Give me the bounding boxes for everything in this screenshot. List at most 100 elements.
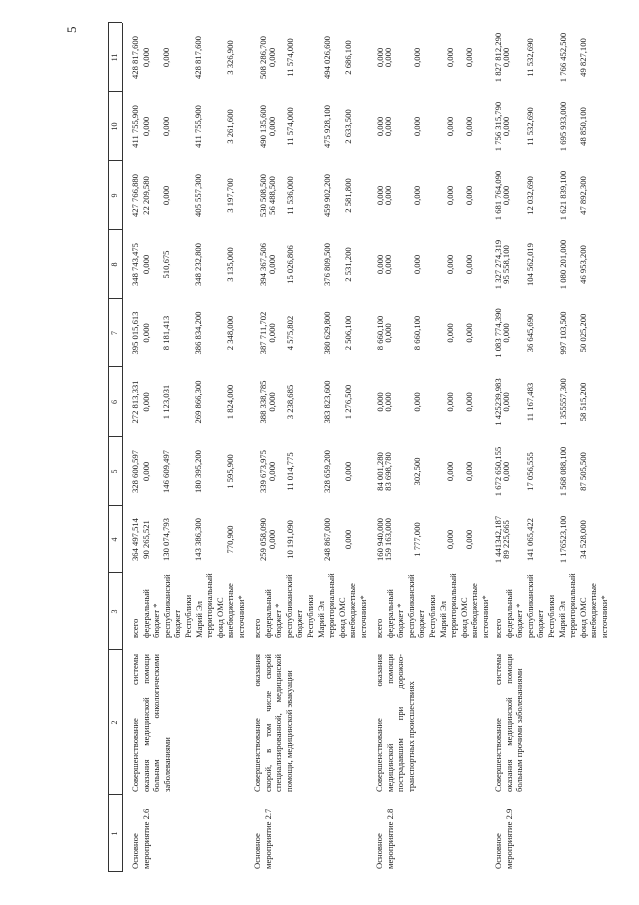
value-cell-federal: 0,000 (501, 47, 511, 68)
value-cell-extra: 2 348,000 (225, 315, 235, 351)
funding-source-label: бюджет * (514, 603, 525, 638)
value-cell-extra: 1 824,000 (225, 384, 235, 420)
value-cell-extra: 1 595,900 (225, 454, 235, 489)
value-cell-extra: 2 531,200 (343, 247, 353, 282)
value-cell-oms: 386 834,200 (193, 311, 203, 355)
value-cell-oms: 1 568 088,100 (558, 446, 568, 497)
funding-source-label: фонд ОМС (336, 597, 347, 638)
funding-source-label: территориальный (448, 573, 459, 638)
value-cell-oms: 1 766 452,500 (558, 32, 568, 83)
value-cell-federal: 0,000 (383, 323, 393, 343)
funding-source-label: всего (374, 618, 384, 638)
value-cell-republic: 15 026,806 (285, 245, 295, 284)
value-cell-oms: 180 395,200 (193, 450, 203, 493)
value-cell-extra: 87 505,500 (578, 452, 588, 491)
activity-title-line: Основное (374, 833, 384, 869)
funding-source-label: федеральный (262, 589, 273, 638)
funding-source-label: источники* (479, 595, 490, 638)
value-cell-oms: 0,000 (445, 323, 455, 343)
value-cell-total: 427 766,880 (130, 174, 140, 217)
value-cell-federal: 95 558,100 (501, 245, 511, 284)
activity-description: Совершенствование оказания медицинской по… (374, 654, 416, 792)
value-cell-federal: 0,000 (383, 47, 393, 68)
activity-description-line: Совершенствование системы (493, 654, 503, 792)
value-cell-federal: 0,000 (267, 47, 277, 68)
value-cell-federal: 83 698,780 (383, 452, 393, 491)
activity-description-line: больным онкологическими (151, 654, 162, 792)
activity-title-line: мероприятие 2.8 (384, 808, 395, 869)
funding-source-label: территориальный (326, 573, 337, 638)
value-cell-extra: 0,000 (464, 529, 474, 550)
value-cell-federal: 0,000 (267, 461, 277, 482)
header-column-number: 10 (110, 122, 119, 131)
value-cell-extra: 0,000 (343, 529, 353, 550)
activity-description-line: медицинской помощи (384, 654, 395, 792)
value-cell-republic: 11 574,000 (285, 38, 295, 77)
value-cell-extra: 0,000 (464, 185, 474, 206)
activity-description-line: больным прочими заболеваниями (514, 668, 525, 792)
funding-source-label: внебюджетные (469, 583, 480, 638)
value-cell-extra: 0,000 (343, 461, 353, 482)
value-cell-federal: 0,000 (383, 185, 393, 206)
value-cell-federal: 0,000 (267, 116, 277, 137)
value-cell-federal: 0,000 (141, 461, 151, 482)
value-cell-oms: 0,000 (445, 185, 455, 206)
funding-source-label: Марий Эл (193, 601, 204, 638)
value-cell-oms: 0,000 (445, 116, 455, 137)
activity-description-line: оказания медицинской помощи (140, 654, 151, 792)
value-cell-extra: 46 953,200 (578, 245, 588, 284)
funding-source-label: внебюджетные (225, 583, 236, 638)
value-cell-federal: 0,000 (383, 254, 393, 275)
value-cell-oms: 475 928,100 (322, 105, 332, 148)
value-cell-oms: 0,000 (445, 392, 455, 412)
value-cell-republic: 0,000 (161, 116, 171, 137)
value-cell-federal: 0,000 (501, 116, 511, 137)
value-cell-republic: 11 532,690 (525, 38, 535, 77)
header-bottom-border (122, 23, 123, 872)
value-cell-extra: 0,000 (464, 254, 474, 275)
activity-description-line: специализированной, медицинской (273, 654, 284, 792)
activity-title-line: мероприятие 2.7 (262, 808, 273, 869)
value-cell-federal: 0,000 (267, 323, 277, 343)
value-cell-federal: 0,000 (141, 323, 151, 343)
value-cell-total: 364 497,514 (130, 518, 140, 561)
value-cell-republic: 0,000 (412, 392, 422, 412)
funding-source-label: республиканский (161, 574, 172, 638)
value-cell-republic: 11 536,000 (285, 176, 295, 215)
value-cell-total: 411 755,900 (130, 105, 140, 148)
value-cell-oms: 405 557,300 (193, 174, 203, 217)
activity-description-line: оказания медицинской помощи (503, 654, 514, 792)
value-cell-republic: 11 167,483 (525, 382, 535, 422)
value-cell-oms: 494 026,600 (322, 36, 332, 79)
value-cell-total: 395 015,613 (130, 311, 140, 355)
value-cell-republic: 1 777,000 (412, 522, 422, 557)
value-cell-republic: 0,000 (412, 254, 422, 275)
value-cell-oms: 1 080 201,000 (558, 239, 568, 290)
value-cell-federal: 0,000 (141, 254, 151, 275)
activity-description-line: заболеваниями (161, 737, 172, 792)
funding-source-label: Республики (426, 594, 437, 638)
value-cell-oms: 1 695 933,000 (558, 101, 568, 152)
value-cell-oms: 411 755,900 (193, 105, 203, 148)
activity-description: Совершенствование системы оказания медици… (493, 654, 525, 792)
funding-source-label: федеральный (140, 589, 151, 638)
value-cell-oms: 269 866,300 (193, 380, 203, 424)
funding-source-label: источники* (357, 595, 368, 638)
value-cell-republic: 11 014,775 (285, 452, 295, 491)
value-cell-oms: 328 659,200 (322, 450, 332, 493)
value-cell-republic: 130 074,793 (161, 518, 171, 561)
funding-source-label: федеральный (503, 589, 514, 638)
value-cell-extra: 3 261,600 (225, 109, 235, 144)
funding-source-label: территориальный (567, 573, 578, 638)
funding-source-labels: всего федеральный бюджет * республиканский б… (252, 573, 369, 638)
value-cell-oms: 143 386,300 (193, 518, 203, 561)
activity-title: Основное мероприятие 2.9 (493, 809, 514, 869)
value-cell-oms: 376 809,500 (322, 243, 332, 286)
funding-source-label: Марий Эл (315, 601, 326, 638)
funding-source-label: фонд ОМС (214, 597, 225, 638)
value-cell-federal: 22 209,580 (141, 176, 151, 215)
header-column-number: 9 (110, 193, 119, 198)
value-cell-federal: 0,000 (267, 254, 277, 275)
value-cell-oms: 0,000 (445, 461, 455, 482)
value-cell-republic: 141 065,422 (525, 518, 535, 561)
